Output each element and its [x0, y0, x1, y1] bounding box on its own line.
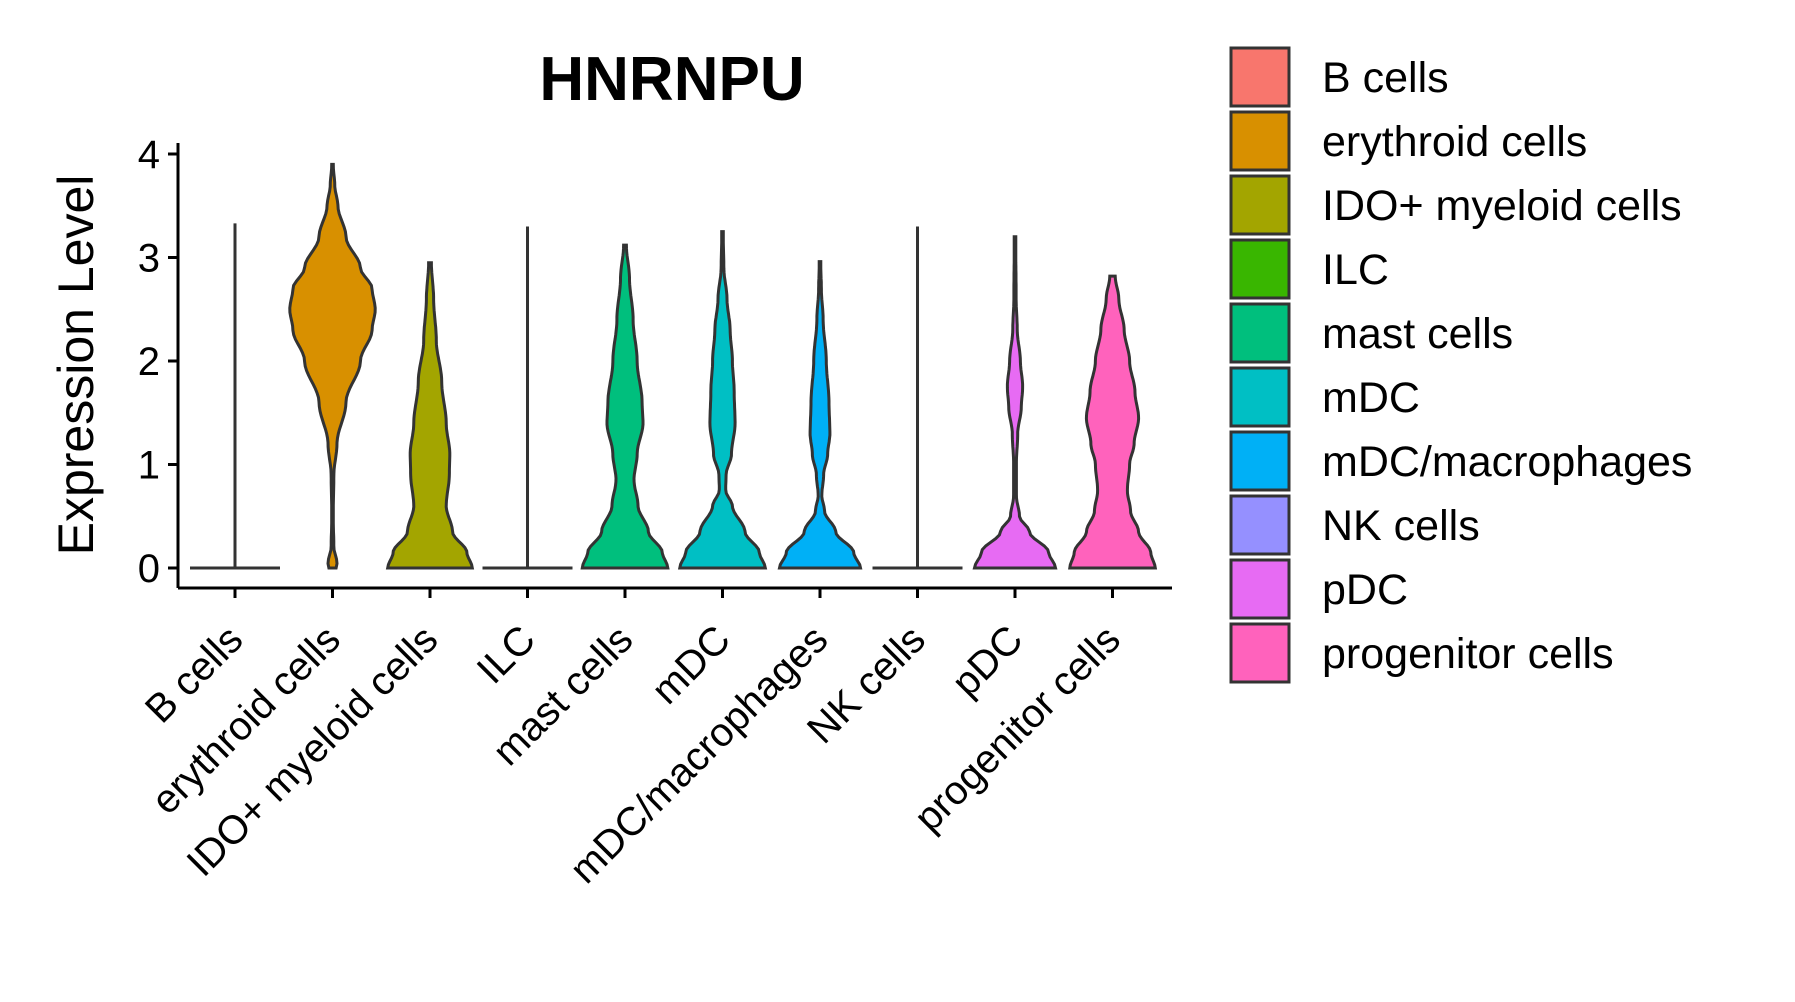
legend-item-pdc: pDC — [1229, 558, 1408, 620]
y-axis-label: Expression Level — [48, 175, 104, 556]
legend-swatch — [1229, 430, 1291, 492]
legend-item-progenitor-cells: progenitor cells — [1229, 622, 1614, 684]
legend-label: NK cells — [1322, 502, 1480, 550]
legend-swatch — [1229, 494, 1291, 556]
legend-label: B cells — [1322, 54, 1449, 102]
violin-shape — [288, 162, 377, 570]
y-tick-label: 0 — [138, 547, 160, 591]
legend-label: pDC — [1322, 566, 1408, 614]
legend-item-mast-cells: mast cells — [1229, 302, 1513, 364]
legend-item-mdc-macrophages: mDC/macrophages — [1229, 430, 1692, 492]
chart-title: HNRNPU — [539, 45, 804, 114]
legend-swatch — [1229, 174, 1291, 236]
legend: B cells erythroid cells IDO+ myeloid cells… — [1229, 46, 1692, 684]
legend-swatch — [1229, 238, 1291, 300]
x-tick-label: ILC — [469, 617, 544, 692]
violin-progenitor-cells — [1068, 274, 1158, 570]
legend-item-mdc: mDC — [1229, 366, 1420, 428]
x-tick-label: pDC — [944, 617, 1032, 705]
legend-swatch — [1229, 558, 1291, 620]
violin-mdc — [677, 230, 768, 570]
violin-shape — [677, 230, 768, 570]
violin-b-cells — [190, 223, 280, 570]
legend-label: mDC — [1322, 374, 1420, 422]
violin-nk-cells — [872, 226, 963, 570]
legend-label: ILC — [1322, 246, 1389, 294]
violin-shape — [1068, 274, 1158, 570]
legend-item-b-cells: B cells — [1229, 46, 1449, 108]
violin-shape — [972, 235, 1058, 570]
legend-item-nk-cells: NK cells — [1229, 494, 1480, 556]
violin-pdc — [972, 235, 1058, 570]
legend-item-ilc: ILC — [1229, 238, 1389, 300]
y-tick-label: 2 — [138, 340, 160, 384]
violin-mdc-macrophages — [777, 260, 863, 570]
violin-ido-myeloid-cells — [385, 261, 475, 570]
y-tick-label: 1 — [138, 444, 160, 488]
violin-shape — [777, 260, 863, 570]
legend-swatch — [1229, 110, 1291, 172]
legend-item-erythroid-cells: erythroid cells — [1229, 110, 1587, 172]
legend-label: mast cells — [1322, 310, 1513, 358]
legend-label: mDC/macrophages — [1322, 438, 1692, 486]
legend-label: IDO+ myeloid cells — [1322, 182, 1682, 230]
legend-swatch — [1229, 46, 1291, 108]
legend-swatch — [1229, 622, 1291, 684]
legend-label: progenitor cells — [1322, 630, 1614, 678]
violin-ilc — [482, 226, 573, 570]
violin-mast-cells — [580, 243, 670, 570]
legend-swatch — [1229, 302, 1291, 364]
legend-label: erythroid cells — [1322, 118, 1587, 166]
y-tick-label: 4 — [138, 133, 160, 177]
violin-shape — [580, 243, 670, 570]
y-tick-label: 3 — [138, 237, 160, 281]
violin-shape — [385, 261, 475, 570]
legend-swatch — [1229, 366, 1291, 428]
violin-erythroid-cells — [288, 162, 377, 570]
legend-item-ido-myeloid-cells: IDO+ myeloid cells — [1229, 174, 1682, 236]
